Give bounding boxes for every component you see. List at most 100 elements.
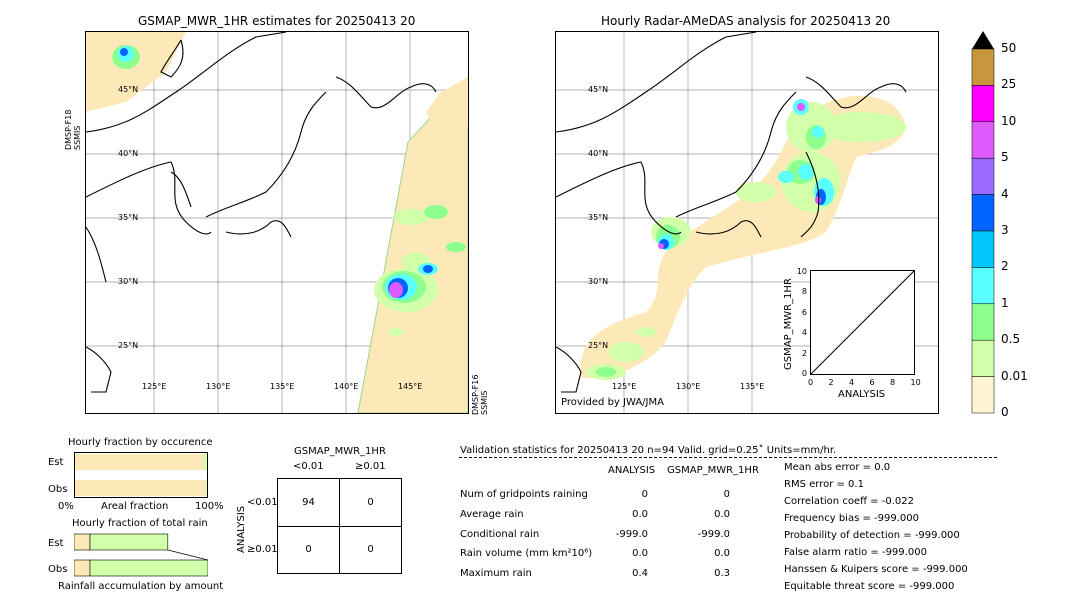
- colorbar-segments: [971, 48, 995, 414]
- colorbar-segment: [971, 121, 995, 159]
- inset-scatter-svg: [810, 270, 915, 375]
- stat-label-conditional: Conditional rain: [460, 529, 540, 540]
- occurrence-est-bar: [75, 454, 206, 470]
- left-map-svg: [86, 32, 468, 413]
- left-map-panel: [85, 31, 469, 414]
- occurrence-obs-label: Obs: [48, 484, 68, 495]
- total-rain-svg: [73, 533, 209, 577]
- colorbar-label: 4: [1001, 186, 1009, 201]
- colorbar-label: 0.5: [1001, 332, 1021, 347]
- inset-ylabel: GSMAP_MWR_1HR: [783, 278, 794, 370]
- right-map-svg: [556, 32, 938, 413]
- inset-xtick-label: 10: [910, 378, 921, 387]
- left-lat-25: 25°N: [118, 341, 139, 350]
- left-sensor-label-bottom: DMSP-F16 SSMIS: [471, 374, 489, 415]
- occurrence-axes: [74, 452, 208, 498]
- inset-xlabel: ANALYSIS: [838, 389, 886, 400]
- total-rain-bars: [73, 533, 209, 577]
- score-frequency-bias: Frequency bias = -999.000: [784, 513, 919, 524]
- validation-header: Validation statistics for 20250413 20 n=…: [460, 445, 837, 456]
- occurrence-obs-bar-rain: [205, 480, 207, 496]
- occurrence-axis-left: 0%: [58, 501, 74, 512]
- total-rain-bar-rain: [89, 559, 209, 577]
- colorbar-segment: [971, 194, 995, 232]
- occurrence-axis-mid: Areal fraction: [101, 501, 169, 512]
- left-lat-40: 40°N: [118, 149, 139, 158]
- contingency-cell-21: 0: [305, 544, 312, 555]
- left-coastlines: [86, 32, 437, 393]
- score-ets: Equitable threat score = -999.000: [784, 581, 955, 592]
- stat-gsmap-volume: 0.0: [714, 548, 730, 559]
- contingency-cell-22: 0: [367, 544, 374, 555]
- score-rmse: RMS error = 0.1: [784, 479, 864, 490]
- colorbar-label: 2: [1001, 259, 1009, 274]
- colorbar-segment: [971, 48, 995, 86]
- contingency-divider-h: [278, 526, 401, 527]
- inset-xtick-label: 4: [849, 378, 855, 387]
- total-rain-axes: [73, 532, 209, 578]
- stat-label-average: Average rain: [460, 509, 524, 520]
- colorbar-segment: [971, 85, 995, 123]
- total-rain-bar-low: [73, 559, 91, 577]
- right-lat-35: 35°N: [588, 213, 609, 222]
- inset-ytick-label: 0: [801, 369, 807, 378]
- left-lon-130: 130°E: [206, 382, 231, 391]
- stat-label-maximum: Maximum rain: [460, 568, 532, 579]
- stat-gsmap-gridpoints: 0: [723, 489, 730, 500]
- colorbar-label: 25: [1001, 77, 1017, 92]
- colorbar-segment: [971, 303, 995, 341]
- occurrence-est-label: Est: [48, 457, 64, 468]
- validation-separator: [459, 457, 997, 458]
- contingency-col-header-1: <0.01: [293, 461, 324, 472]
- inset-scatter-plot: [810, 270, 915, 375]
- total-rain-title: Hourly fraction of total rain: [72, 518, 208, 529]
- colorbar-segment: [971, 339, 995, 377]
- colorbar-label: 0: [1001, 405, 1009, 419]
- stat-gsmap-maximum: 0.3: [714, 568, 730, 579]
- right-lon-125: 125°E: [612, 382, 637, 391]
- inset-xtick-label: 0: [808, 378, 814, 387]
- right-lat-25: 25°N: [588, 341, 609, 350]
- stat-analysis-maximum: 0.4: [632, 568, 648, 579]
- inset-ytick-label: 4: [801, 328, 807, 337]
- score-correlation: Correlation coeff = -0.022: [784, 496, 914, 507]
- colorbar-svg: [971, 31, 995, 414]
- validation-col-gsmap: GSMAP_MWR_1HR: [667, 465, 759, 476]
- contingency-col-header-2: ≥0.01: [355, 461, 386, 472]
- validation-col-analysis: ANALYSIS: [608, 465, 656, 476]
- contingency-title: GSMAP_MWR_1HR: [294, 446, 386, 457]
- stat-analysis-volume: 0.0: [632, 548, 648, 559]
- stat-label-gridpoints: Num of gridpoints raining: [460, 489, 588, 500]
- right-map-panel: [555, 31, 939, 414]
- colorbar-label: 1: [1001, 295, 1009, 310]
- inset-xtick-label: 6: [869, 378, 875, 387]
- colorbar-label: 0.01: [1001, 368, 1028, 383]
- inset-ytick-label: 8: [801, 287, 807, 296]
- left-lat-45: 45°N: [118, 85, 139, 94]
- colorbar-label: 50: [1001, 41, 1017, 55]
- colorbar-segment: [971, 267, 995, 305]
- left-swath-area: [357, 76, 468, 413]
- inset-xtick-label: 2: [828, 378, 834, 387]
- total-rain-bar-low: [73, 533, 91, 551]
- colorbar-label: 10: [1001, 113, 1017, 128]
- colorbar-segment: [971, 157, 995, 195]
- right-rain-blobs: [586, 99, 906, 380]
- colorbar-over-arrow: [972, 31, 994, 49]
- stat-analysis-conditional: -999.0: [615, 529, 648, 540]
- right-lat-45: 45°N: [588, 85, 609, 94]
- occurrence-title: Hourly fraction by occurence: [68, 437, 213, 448]
- right-coastlines: [556, 32, 907, 393]
- left-swath-top: [426, 77, 468, 132]
- total-rain-bar-rain: [89, 533, 169, 551]
- stat-gsmap-average: 0.0: [714, 509, 730, 520]
- right-lat-40: 40°N: [588, 149, 609, 158]
- contingency-row-header-1: <0.01: [247, 497, 278, 508]
- occurrence-axis-right: 100%: [195, 501, 224, 512]
- score-mae: Mean abs error = 0.0: [784, 462, 891, 473]
- right-map-title: Hourly Radar-AMeDAS analysis for 2025041…: [601, 14, 891, 28]
- inset-ytick-label: 6: [801, 307, 807, 317]
- left-lon-145: 145°E: [398, 382, 423, 391]
- occurrence-obs-bar: [75, 480, 207, 496]
- inset-diagonal-line: [810, 270, 915, 375]
